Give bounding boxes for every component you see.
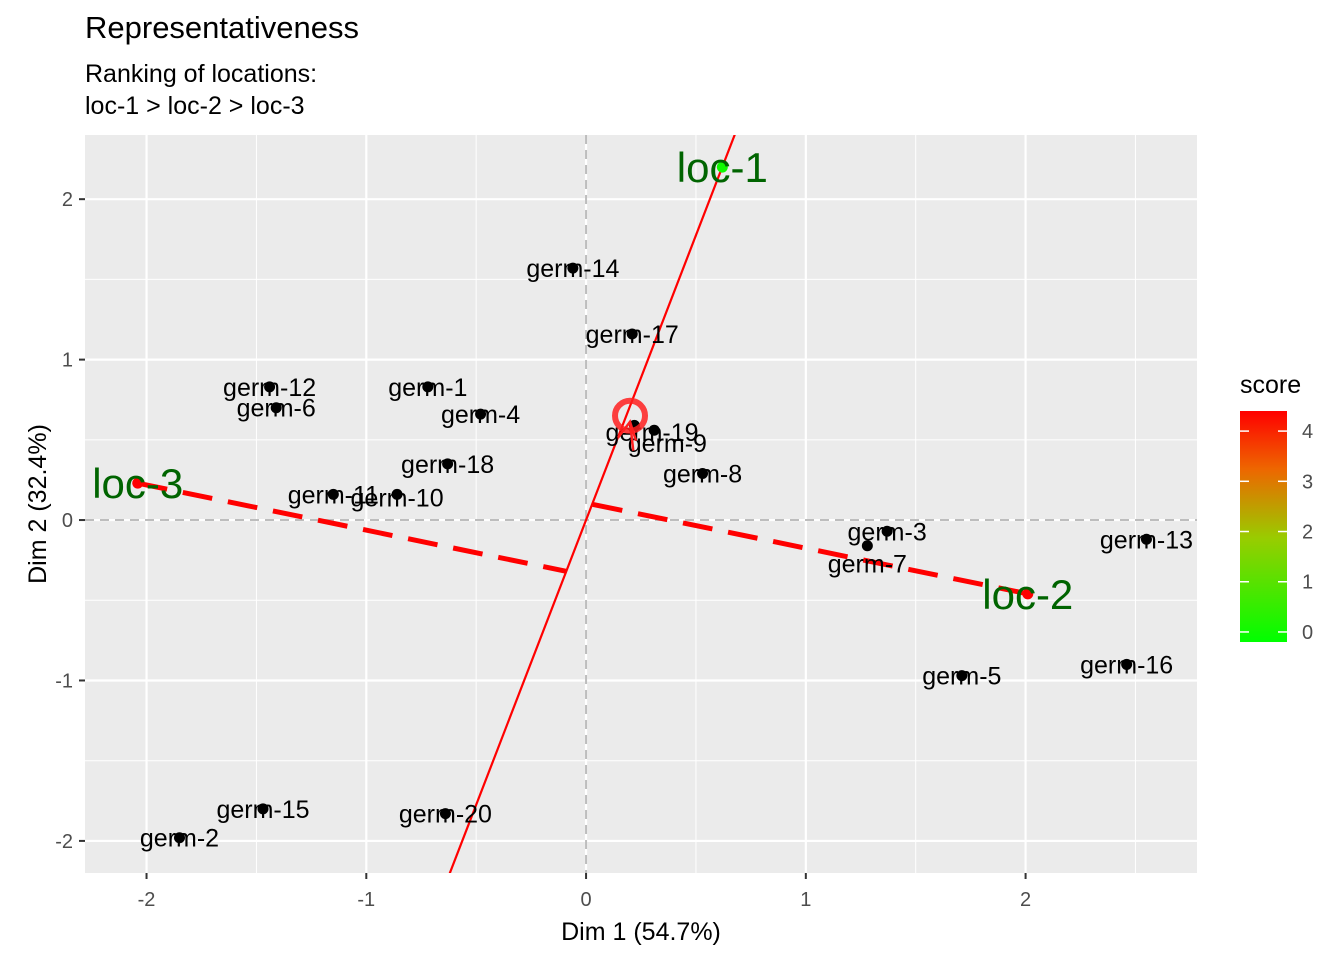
germplasm-label: germ-2 — [140, 825, 219, 853]
germplasm-label: germ-7 — [828, 550, 907, 578]
germplasm-point — [626, 328, 638, 340]
germplasm-label: germ-12 — [223, 374, 316, 402]
location-point — [1022, 588, 1034, 600]
location-label: loc-3 — [92, 460, 183, 507]
y-tick-label: 2 — [62, 189, 73, 211]
germplasm-label: germ-4 — [441, 401, 520, 429]
germplasm-point — [697, 468, 709, 480]
germplasm-point — [861, 540, 873, 552]
location-point — [716, 161, 728, 173]
legend-tick-label: 3 — [1302, 471, 1313, 493]
origin-reference-lines — [85, 135, 1197, 873]
location-point — [132, 477, 144, 489]
x-tick-label: -1 — [357, 889, 375, 911]
minor-gridlines — [85, 135, 1197, 873]
germplasm-point — [257, 803, 269, 815]
ideal-arrow-head — [617, 419, 638, 442]
chart-title: Representativeness — [85, 10, 359, 45]
germplasm-point — [881, 525, 893, 537]
germplasm-label: germ-17 — [586, 321, 679, 349]
germplasm-label: germ-10 — [351, 485, 444, 513]
germplasm-point — [648, 424, 660, 436]
y-axis-title: Dim 2 (32.4%) — [24, 424, 52, 584]
germplasm-point — [567, 262, 579, 274]
germplasm-label: germ-5 — [922, 663, 1001, 691]
germplasm-label: germ-18 — [401, 451, 494, 479]
ideal-marker — [612, 397, 649, 451]
y-tick-label: 0 — [62, 510, 73, 532]
germplasm-label: germ-8 — [663, 461, 742, 489]
germplasm-label: germ-1 — [388, 374, 467, 402]
germplasm-points: germ-1germ-2germ-3germ-4germ-5germ-6germ… — [140, 255, 1193, 853]
germplasm-point — [475, 408, 487, 420]
germplasm-label: germ-14 — [526, 255, 619, 283]
x-tick-label: 0 — [580, 889, 591, 911]
germplasm-point — [391, 488, 403, 500]
germplasm-point — [264, 381, 276, 393]
germplasm-point — [1121, 658, 1133, 670]
score-legend: score 0 1 2 3 4 — [1240, 371, 1313, 644]
germplasm-label: germ-20 — [399, 801, 492, 829]
chart-subtitle-line2: loc-1 > loc-2 > loc-3 — [85, 92, 305, 120]
germplasm-point — [173, 832, 185, 844]
germplasm-label: germ-16 — [1080, 651, 1173, 679]
legend-tick-label: 4 — [1302, 421, 1313, 443]
location-label: loc-1 — [677, 144, 768, 191]
legend-tick-label: 1 — [1302, 572, 1313, 594]
germplasm-label: germ-11 — [288, 481, 379, 509]
projection-line — [137, 480, 567, 574]
germplasm-label: germ-9 — [628, 430, 707, 458]
legend-title: score — [1240, 371, 1301, 399]
x-tick-label: -2 — [138, 889, 156, 911]
legend-tick-label: 0 — [1302, 622, 1313, 644]
chart-subtitle-line1: Ranking of locations: — [85, 60, 318, 88]
y-tick-label: -1 — [55, 670, 73, 692]
germplasm-label: germ-13 — [1100, 526, 1193, 554]
germplasm-point — [270, 402, 282, 414]
representativeness-lines — [137, 135, 1029, 873]
average-environment-axis — [448, 135, 736, 873]
y-tick-label: 1 — [62, 350, 73, 372]
germplasm-label: germ-3 — [848, 518, 927, 546]
germplasm-point — [327, 488, 339, 500]
location-markers: loc-1 loc-2 loc-3 — [92, 144, 1073, 618]
germplasm-point — [1140, 533, 1152, 545]
plot-panel — [85, 135, 1197, 873]
germplasm-point — [422, 381, 434, 393]
location-label: loc-2 — [982, 571, 1073, 618]
germplasm-point — [439, 808, 451, 820]
x-axis-title: Dim 1 (54.7%) — [561, 918, 721, 946]
y-tick-label: -2 — [55, 831, 73, 853]
x-tick-label: 2 — [1020, 889, 1031, 911]
projection-line — [591, 501, 1029, 597]
legend-colorbar — [1240, 411, 1287, 642]
x-tick-label: 1 — [800, 889, 811, 911]
germplasm-point — [956, 670, 968, 682]
germplasm-point — [442, 458, 454, 470]
germplasm-label: germ-6 — [237, 395, 316, 423]
axis-ticks: -2 -1 0 1 2 -2 -1 0 1 2 — [55, 189, 1031, 911]
legend-tick-label: 2 — [1302, 522, 1313, 544]
germplasm-label: germ-15 — [216, 796, 309, 824]
